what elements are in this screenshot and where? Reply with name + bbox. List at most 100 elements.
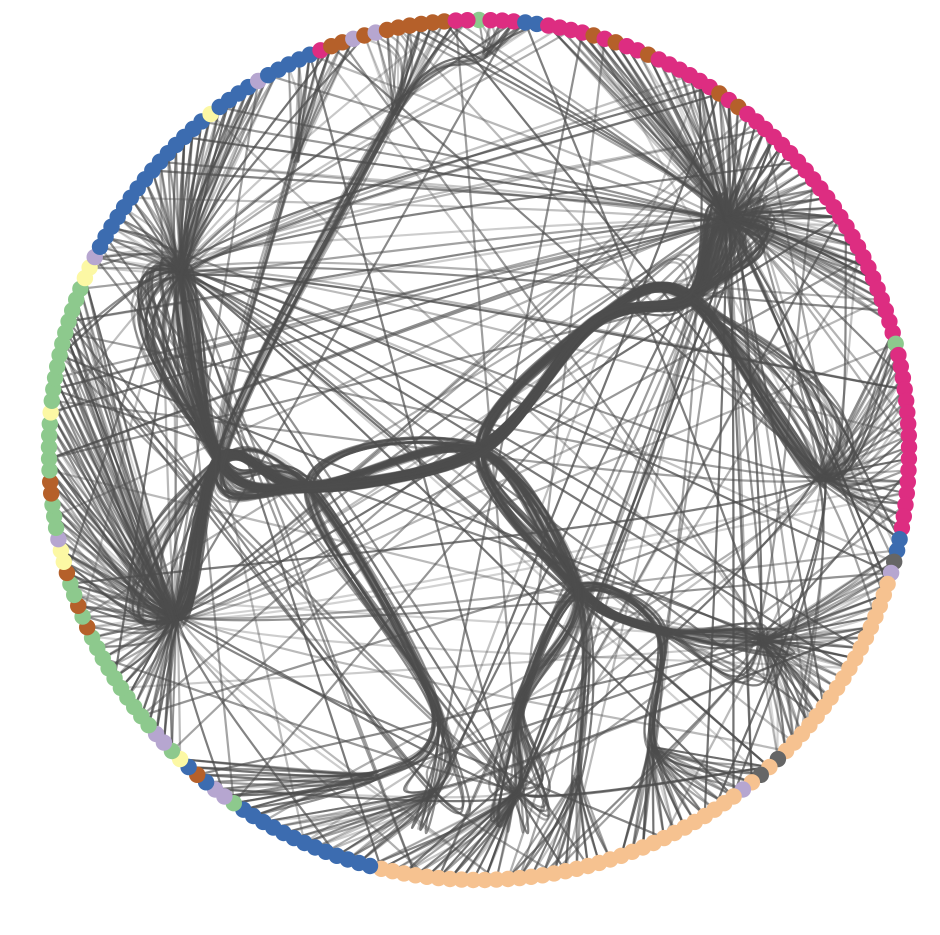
leaf-node-pink bbox=[900, 462, 917, 479]
edge bbox=[102, 617, 177, 660]
edge bbox=[592, 34, 726, 221]
leaf-node-peach bbox=[453, 871, 470, 888]
edge bbox=[821, 343, 897, 474]
edge bbox=[822, 479, 908, 483]
edge bbox=[761, 639, 779, 760]
edge bbox=[179, 113, 212, 274]
edge bbox=[758, 583, 888, 639]
leaf-node-pink bbox=[447, 12, 464, 29]
edge bbox=[654, 749, 735, 798]
edge bbox=[818, 411, 908, 479]
edge bbox=[650, 745, 770, 769]
edge bbox=[48, 469, 178, 619]
edge bbox=[756, 640, 844, 680]
edge bbox=[729, 216, 883, 301]
leaf-node-green bbox=[40, 450, 58, 467]
edge bbox=[392, 795, 521, 873]
edge bbox=[292, 38, 355, 164]
edge bbox=[214, 771, 373, 791]
edge bbox=[175, 144, 181, 276]
edge bbox=[574, 779, 601, 864]
edge bbox=[49, 411, 174, 621]
edge bbox=[144, 86, 711, 783]
edge bbox=[55, 526, 179, 615]
edge bbox=[134, 448, 850, 823]
edge bbox=[89, 266, 179, 276]
edge bbox=[649, 744, 706, 817]
edge bbox=[759, 640, 844, 680]
edge bbox=[757, 637, 850, 670]
edge bbox=[182, 74, 270, 275]
edge bbox=[290, 50, 322, 160]
edge bbox=[120, 618, 177, 689]
edge bbox=[110, 225, 185, 272]
edge bbox=[287, 64, 293, 160]
edge bbox=[558, 26, 730, 221]
edge bbox=[75, 299, 179, 618]
edge bbox=[727, 187, 821, 222]
edge bbox=[449, 789, 521, 880]
edge bbox=[818, 434, 910, 475]
edge bbox=[392, 791, 517, 873]
edge bbox=[823, 477, 901, 540]
edge bbox=[136, 187, 187, 276]
edge bbox=[53, 515, 175, 619]
edge bbox=[725, 160, 799, 223]
edge bbox=[126, 614, 174, 699]
edge bbox=[358, 790, 437, 864]
edge bbox=[652, 747, 744, 791]
leaf-node-green bbox=[41, 462, 58, 479]
edge bbox=[87, 619, 173, 629]
leaf-node-peach bbox=[499, 870, 517, 888]
edge bbox=[472, 794, 518, 881]
edge bbox=[820, 446, 910, 477]
edge bbox=[730, 206, 834, 218]
edge bbox=[233, 777, 375, 805]
edge bbox=[178, 80, 260, 271]
edge bbox=[105, 235, 180, 273]
edge bbox=[824, 377, 904, 481]
edge bbox=[396, 20, 446, 112]
edge bbox=[110, 225, 183, 276]
edge bbox=[668, 64, 727, 223]
edge bbox=[653, 746, 770, 769]
edge bbox=[147, 619, 173, 726]
edge bbox=[136, 187, 186, 275]
edge bbox=[55, 526, 179, 620]
edge bbox=[755, 640, 825, 708]
edge bbox=[325, 788, 438, 853]
edge bbox=[668, 64, 726, 217]
edge bbox=[822, 423, 909, 477]
edge bbox=[818, 377, 904, 475]
edge bbox=[822, 434, 910, 475]
edge bbox=[181, 86, 250, 274]
edge bbox=[724, 215, 887, 312]
leaf-node-pink bbox=[900, 438, 918, 456]
edge bbox=[653, 745, 686, 828]
edge bbox=[761, 638, 856, 660]
edge bbox=[140, 613, 178, 717]
edge bbox=[724, 128, 767, 222]
edge bbox=[181, 121, 203, 270]
edge bbox=[102, 615, 176, 660]
edge bbox=[731, 220, 853, 238]
edge bbox=[651, 744, 655, 844]
edge bbox=[66, 571, 176, 622]
edge bbox=[718, 93, 729, 222]
edge bbox=[305, 32, 591, 879]
edge bbox=[51, 504, 173, 621]
edge bbox=[392, 22, 434, 117]
edge bbox=[79, 288, 180, 619]
edge bbox=[390, 27, 400, 115]
leaf-node-green bbox=[41, 427, 58, 444]
edge bbox=[761, 639, 811, 726]
edge bbox=[824, 474, 903, 529]
edge bbox=[175, 144, 182, 274]
edge bbox=[728, 222, 890, 323]
edge bbox=[758, 635, 866, 639]
leaf-node-pink bbox=[900, 415, 917, 433]
edge bbox=[821, 332, 894, 480]
edge bbox=[358, 793, 433, 864]
leaf-node-peach bbox=[465, 871, 482, 889]
edge bbox=[641, 747, 650, 848]
